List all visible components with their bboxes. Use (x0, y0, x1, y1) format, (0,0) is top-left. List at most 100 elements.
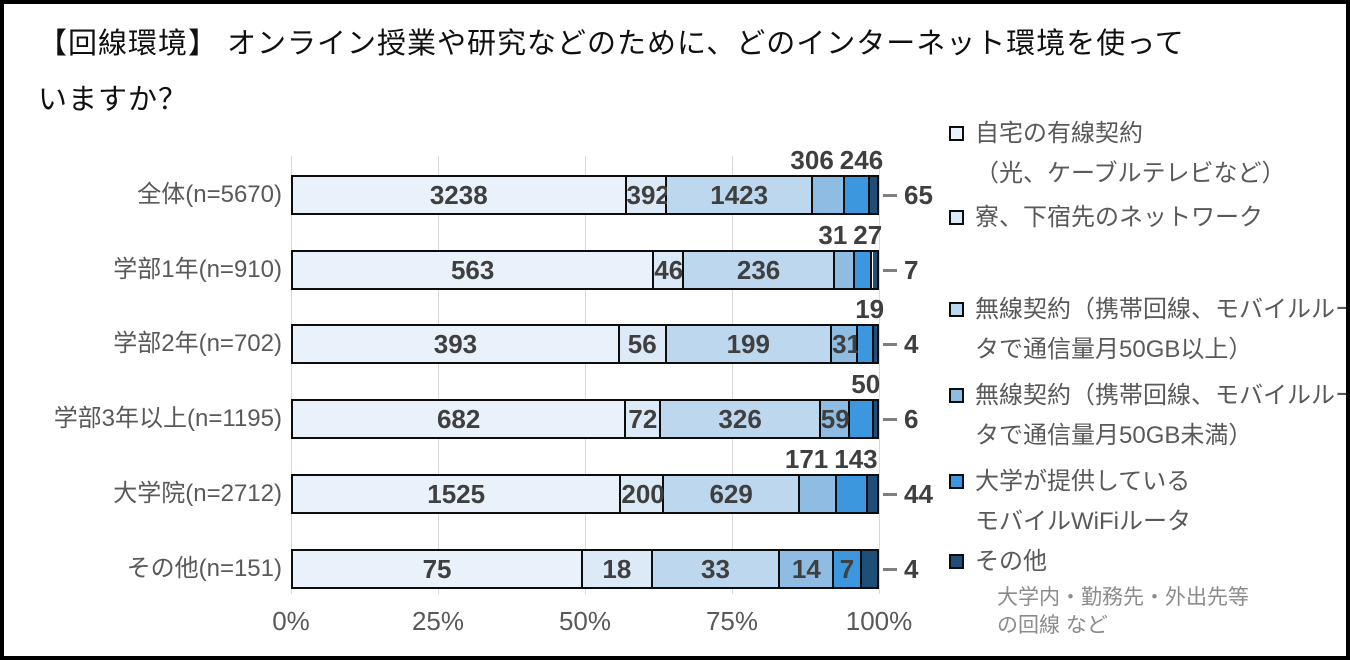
bar-segment: 326 (661, 401, 821, 438)
x-axis-tick-label: 25% (411, 606, 465, 636)
bar-row-track: 393 56 199 31 19 4 (291, 295, 918, 365)
bar-segment: 33 (652, 550, 781, 587)
legend-label-line: 大学が提供している (975, 468, 1191, 495)
bar-row-track: 75 18 33 14 7 4 (291, 548, 918, 589)
bar-segment (844, 177, 871, 213)
legend-item: 大学が提供している モバイルWiFiルータ (949, 462, 1191, 542)
bar-segment: 31 (832, 326, 861, 363)
bar-segment (872, 251, 877, 288)
chart-title-line: いますか？ (38, 84, 189, 116)
bar-segment (870, 177, 877, 213)
bar-segment (857, 326, 874, 363)
bar-row-track: 1525 200 629 171 143 44 (291, 445, 933, 514)
bar-segment: 18 (583, 550, 653, 587)
category-label: その他(n=151) (126, 554, 282, 582)
category-label: 学部1年(n=910) (113, 255, 282, 283)
legend-note-line: 大学内・勤務先・外出先等 (997, 586, 1249, 609)
bar-segment (835, 251, 856, 288)
legend-label: 寮、下宿先のネットワーク (975, 198, 1263, 238)
legend-label: 無線契約（携帯回線、モバイルルー タで通信量月50GB未満） (975, 376, 1346, 456)
segment-value-label: 1423 (710, 180, 769, 210)
segment-value-label-above: 19 (855, 294, 885, 325)
legend-swatch-icon (949, 302, 964, 317)
x-axis-tick-label: 100% (845, 606, 913, 636)
segment-value-label-right: 4 (904, 553, 919, 584)
segment-value-label: 46 (654, 254, 684, 285)
segment-value-label-right: 7 (904, 254, 919, 285)
legend-label: 無線契約（携帯回線、モバイルルー タで通信量月50GB以上） (975, 290, 1346, 370)
legend-label-line: タで通信量月50GB未満） (975, 422, 1253, 449)
label-leader-line (883, 268, 897, 272)
legend-label-line: その他 (975, 548, 1047, 575)
label-leader-line (883, 194, 897, 197)
segment-value-label-above: 31 (818, 219, 848, 250)
segment-value-label: 326 (718, 404, 762, 435)
bar-segment (836, 475, 868, 512)
category-label: 学部2年(n=702) (113, 330, 282, 358)
legend-note-line: の回線 など (997, 614, 1108, 637)
bar-segment (861, 550, 877, 587)
segment-value-label: 563 (450, 254, 495, 285)
segment-value-label: 33 (701, 553, 730, 584)
legend-item: その他大学内・勤務先・外出先等 の回線 など (949, 542, 1249, 640)
legend-swatch-icon (949, 474, 964, 489)
bar-segment: 682 (293, 401, 627, 438)
legend-swatch-icon (949, 388, 964, 403)
bar-row-track: 682 72 326 59 50 6 (291, 370, 918, 440)
legend-label: 大学が提供している モバイルWiFiルータ (975, 462, 1191, 542)
segment-value-label: 56 (627, 329, 657, 360)
x-axis-tick-label: 50% (558, 606, 612, 636)
bar-segment: 3238 (293, 177, 627, 213)
chart-title-line: 【回線環境】 オンライン授業や研究などのために、どのインターネット環境を使って (38, 28, 1185, 60)
segment-value-label-right: 4 (904, 329, 919, 360)
category-label: 大学院(n=2712) (113, 479, 282, 507)
category-label: 学部3年以上(n=1195) (53, 405, 282, 433)
bar-segment (813, 177, 845, 213)
segment-value-label-above: 50 (851, 369, 881, 400)
bar-segment (867, 475, 877, 512)
legend-item: 無線契約（携帯回線、モバイルルー タで通信量月50GB以上） (949, 290, 1346, 370)
bar-segment (874, 401, 877, 438)
segment-value-label-right: 65 (904, 180, 933, 210)
bar-segment (799, 475, 837, 512)
bar-segment: 1423 (666, 177, 814, 213)
bar-segment: 199 (666, 326, 833, 363)
segment-value-label: 72 (628, 404, 658, 435)
segment-value-label: 31 (832, 329, 861, 360)
legend-swatch-icon (949, 126, 964, 141)
segment-value-label: 629 (709, 478, 753, 509)
bar-segment: 72 (626, 401, 662, 438)
segment-value-label: 14 (791, 553, 821, 584)
segment-value-label: 59 (820, 404, 850, 435)
bar-segment: 7 (834, 550, 862, 587)
legend-label-line: モバイルWiFiルータ (975, 508, 1191, 535)
category-label: 全体(n=5670) (137, 181, 282, 208)
segment-value-label-above: 143 (834, 443, 878, 474)
legend-item: 無線契約（携帯回線、モバイルルー タで通信量月50GB未満） (949, 376, 1346, 456)
legend-label-line: タで通信量月50GB以上） (975, 336, 1253, 363)
legend-label-line: 寮、下宿先のネットワーク (975, 204, 1263, 231)
segment-value-label-above: 306 (790, 145, 834, 175)
segment-value-label: 199 (726, 329, 770, 360)
label-leader-line (883, 418, 897, 422)
legend-label: 自宅の有線契約 （光、ケーブルテレビなど） (975, 114, 1286, 194)
segment-value-label: 75 (422, 553, 452, 584)
segment-value-label-above: 27 (853, 219, 883, 250)
segment-value-label: 1525 (427, 478, 486, 509)
bar-segment: 392 (626, 177, 670, 213)
gridline (879, 156, 880, 594)
segment-value-label: 393 (433, 329, 478, 360)
chart-title: 【回線環境】 オンライン授業や研究などのために、どのインターネット環境を使ってい… (38, 16, 1324, 128)
segment-value-label: 682 (436, 404, 481, 435)
legend-item: 寮、下宿先のネットワーク (949, 198, 1263, 238)
segment-value-label-right: 6 (904, 404, 919, 435)
bar-segment: 393 (293, 326, 620, 363)
bar-segment: 46 (654, 251, 684, 288)
bar-segment: 59 (820, 401, 850, 438)
bar-row-track: 563 46 236 31 27 7 (291, 221, 918, 290)
bar-segment: 75 (293, 550, 584, 587)
bar-segment: 236 (683, 251, 836, 288)
bar-segment: 56 (619, 326, 667, 363)
segment-value-label: 236 (736, 254, 781, 285)
